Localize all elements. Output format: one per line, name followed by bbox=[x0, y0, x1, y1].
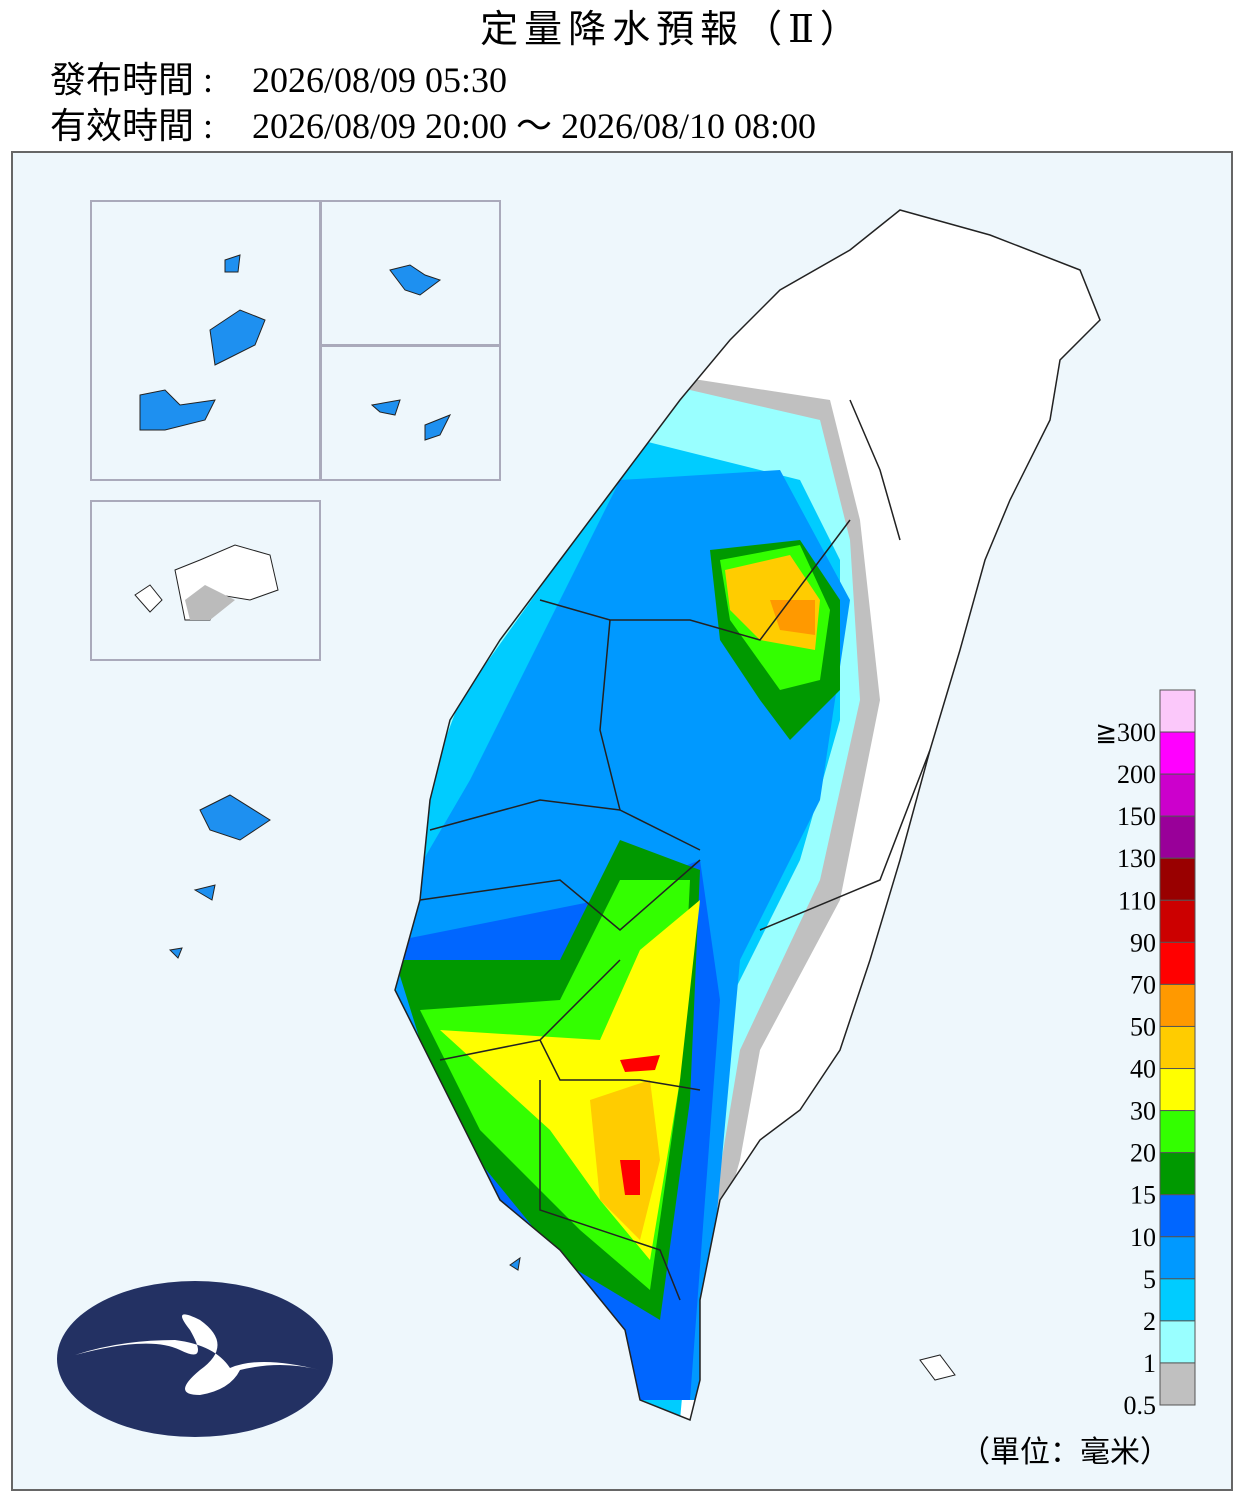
legend-swatch bbox=[1159, 1320, 1196, 1364]
legend-label: 50 bbox=[1130, 1012, 1156, 1041]
legend-label: 20 bbox=[1130, 1139, 1156, 1168]
legend-swatch bbox=[1159, 773, 1196, 817]
legend-swatch bbox=[1159, 1278, 1196, 1322]
lieyu bbox=[134, 584, 163, 613]
legend: ≧300 200 150 130 110 90 70 50 40 30 20 15 10 5 2 1 0.5 bbox=[1095, 689, 1196, 1420]
legend-label: 0.5 bbox=[1124, 1391, 1157, 1420]
legend-swatch bbox=[1159, 941, 1196, 985]
county-borders bbox=[419, 399, 931, 1301]
legend-label: 200 bbox=[1117, 760, 1156, 789]
legend-label: 5 bbox=[1143, 1265, 1156, 1294]
legend-swatch bbox=[1159, 899, 1196, 943]
legend-swatch bbox=[1159, 1152, 1196, 1196]
legend-swatch bbox=[1159, 983, 1196, 1027]
islands bbox=[139, 254, 521, 1271]
legend-label: 1 bbox=[1143, 1349, 1156, 1378]
valid-label: 有效時間 : bbox=[50, 106, 213, 146]
legend-swatch bbox=[1159, 1110, 1196, 1154]
legend-swatch bbox=[1159, 1362, 1196, 1406]
legend-label: 70 bbox=[1130, 970, 1156, 999]
legend-label: 150 bbox=[1117, 802, 1156, 831]
legend-swatch bbox=[1159, 1236, 1196, 1280]
legend-label: 30 bbox=[1130, 1097, 1156, 1126]
legend-unit: （單位：毫米） bbox=[960, 1436, 1170, 1469]
legend-swatch bbox=[1159, 689, 1196, 733]
legend-swatch bbox=[1159, 1194, 1196, 1238]
legend-swatch bbox=[1159, 1068, 1196, 1112]
title: 定量降水預報（Ⅱ） bbox=[480, 9, 864, 51]
inset-boxes bbox=[90, 200, 501, 661]
legend-label: 130 bbox=[1117, 844, 1156, 873]
legend-label: 15 bbox=[1130, 1181, 1156, 1210]
legend-label: 10 bbox=[1130, 1223, 1156, 1252]
legend-swatch bbox=[1159, 1025, 1196, 1070]
legend-label: 40 bbox=[1130, 1055, 1156, 1084]
issued-time: 2026/08/09 05:30 bbox=[252, 60, 507, 100]
issued-label: 發布時間 : bbox=[50, 60, 213, 100]
legend-label: 90 bbox=[1130, 928, 1156, 957]
lanyu bbox=[919, 1354, 956, 1381]
legend-swatch bbox=[1159, 731, 1196, 775]
legend-swatch bbox=[1159, 857, 1196, 901]
legend-label: ≧300 bbox=[1095, 718, 1156, 747]
kinmen-rain bbox=[185, 585, 235, 620]
valid-time: 2026/08/09 20:00 ～ 2026/08/10 08:00 bbox=[252, 106, 816, 146]
legend-swatch bbox=[1159, 815, 1196, 859]
legend-label: 2 bbox=[1143, 1307, 1156, 1336]
legend-label: 110 bbox=[1118, 886, 1156, 915]
cwa-logo bbox=[57, 1281, 333, 1437]
